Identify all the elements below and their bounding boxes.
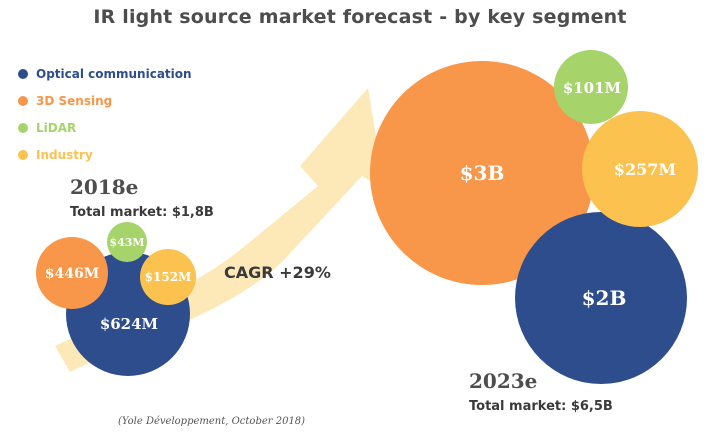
year-label-2023: 2023e <box>469 369 537 393</box>
legend-swatch-industry <box>18 149 28 160</box>
total-market-2023: Total market: $6,5B <box>469 399 613 414</box>
legend-swatch-lidar <box>18 122 28 133</box>
bubble-label-2018-lidar: $43M <box>109 236 144 249</box>
bubble-2018-industry <box>140 249 196 305</box>
legend-label-lidar: LiDAR <box>36 120 77 135</box>
bubble-2023-3d-sensing <box>370 61 594 285</box>
bubble-label-2023-3d-sensing: $3B <box>460 161 505 185</box>
legend-item-optical-communication: Optical communication <box>18 60 192 87</box>
legend-item-lidar: LiDAR <box>18 114 192 141</box>
bubble-2018-3d-sensing <box>36 237 108 309</box>
bubble-2023-lidar <box>554 50 628 124</box>
chart-title: IR light source market forecast - by key… <box>93 6 627 28</box>
total-market-2018: Total market: $1,8B <box>70 205 214 220</box>
bubbles-2018: $624M $446M $43M $152M <box>36 222 196 376</box>
bubble-label-2023-optical: $2B <box>582 286 627 310</box>
legend: Optical communication 3D Sensing LiDAR I… <box>18 60 192 168</box>
year-label-2018: 2018e <box>70 175 138 199</box>
bubble-2023-industry <box>582 111 698 227</box>
bubble-label-2018-3d-sensing: $446M <box>45 266 99 282</box>
bubble-2018-lidar <box>107 222 147 262</box>
legend-label-industry: Industry <box>36 147 93 162</box>
legend-item-3d-sensing: 3D Sensing <box>18 87 192 114</box>
legend-label-3d-sensing: 3D Sensing <box>36 93 113 108</box>
legend-swatch-3d-sensing <box>18 95 28 106</box>
bubble-label-2018-industry: $152M <box>145 270 192 284</box>
bubble-label-2018-optical: $624M <box>100 315 158 333</box>
legend-item-industry: Industry <box>18 141 192 168</box>
bubble-label-2023-industry: $257M <box>614 160 676 179</box>
legend-swatch-optical <box>18 68 28 79</box>
bubbles-2023: $3B $2B $257M $101M <box>370 50 698 384</box>
legend-label-optical: Optical communication <box>36 66 192 81</box>
source-note: (Yole Développement, October 2018) <box>118 416 306 427</box>
bubble-2023-optical-communication <box>515 212 687 384</box>
cagr-label: CAGR +29% <box>224 263 331 282</box>
bubble-label-2023-lidar: $101M <box>563 79 621 97</box>
